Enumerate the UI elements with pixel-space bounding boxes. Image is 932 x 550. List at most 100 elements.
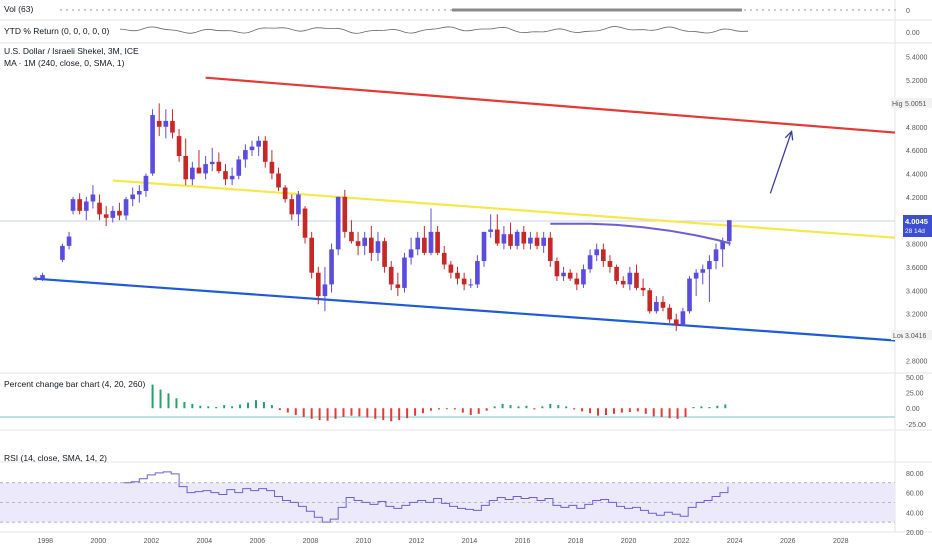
candles <box>33 103 732 332</box>
candle <box>223 164 228 186</box>
candle <box>395 272 401 297</box>
pct-bar <box>398 408 401 421</box>
candle <box>673 313 679 332</box>
candle-body <box>581 269 586 285</box>
price-pane: U.S. Dollar / Israeli Shekel, 3M, ICE MA… <box>0 46 896 342</box>
candle-body <box>501 234 507 244</box>
pct-bar <box>278 408 281 411</box>
candle <box>620 276 626 288</box>
candle-body <box>40 275 45 279</box>
pct-bar <box>557 405 560 409</box>
time-tick-label: 2020 <box>621 538 637 545</box>
candle <box>435 226 440 256</box>
pct-label: Percent change bar chart (4, 20, 260) <box>4 379 145 389</box>
candle-body <box>402 257 407 288</box>
candle <box>33 276 39 281</box>
candle <box>335 196 341 256</box>
candle <box>176 129 182 162</box>
pct-tick-label: 0.00 <box>906 406 920 413</box>
candle-body <box>700 269 706 273</box>
candle <box>494 214 500 246</box>
pct-bar <box>374 408 377 419</box>
candle <box>713 243 719 270</box>
pct-tick-label: 50.00 <box>906 375 924 382</box>
channel-lines <box>33 76 896 342</box>
candle <box>667 304 672 323</box>
candle <box>90 185 96 209</box>
blue-channel-line <box>33 277 896 342</box>
candle-body <box>687 278 692 312</box>
candle-body <box>190 167 195 180</box>
pct-bar <box>231 406 234 409</box>
candle-body <box>534 237 540 246</box>
pct-bar <box>533 408 536 410</box>
candle <box>276 167 281 191</box>
pct-bar <box>254 400 257 409</box>
pct-bar <box>350 408 353 416</box>
time-tick-label: 2028 <box>833 538 849 545</box>
candle <box>594 243 600 262</box>
candle <box>726 220 732 246</box>
price-tick-label: 5.4000 <box>906 55 928 62</box>
candle <box>707 255 712 302</box>
candle-body <box>123 199 129 216</box>
pct-bar <box>183 402 186 409</box>
pct-bar <box>310 408 313 419</box>
pct-tick-label: -25.00 <box>906 422 926 429</box>
time-tick-label: 2012 <box>409 538 425 545</box>
pct-bar <box>549 403 552 409</box>
vol-label: Vol (63) <box>4 4 33 14</box>
price-tick-label: 3.2000 <box>906 312 928 319</box>
candle <box>77 193 82 215</box>
candle <box>441 245 447 270</box>
candle <box>143 173 149 197</box>
candle <box>587 249 593 273</box>
candle <box>647 287 653 314</box>
candle <box>103 206 109 227</box>
pct-bar <box>207 406 210 409</box>
candle <box>209 147 215 172</box>
candle <box>66 231 72 250</box>
candle <box>302 206 308 244</box>
pct-bar <box>366 408 369 418</box>
pct-bar <box>422 408 425 414</box>
ma-legend: MA · 1M (240, close, 0, SMA, 1) <box>4 58 125 68</box>
pct-bar <box>461 408 464 413</box>
candle <box>229 167 235 186</box>
candle-body <box>461 278 467 285</box>
candle-body <box>435 231 440 253</box>
candle-body <box>422 237 427 253</box>
yellow-channel-line <box>112 179 896 239</box>
price-tick-label: 3.6000 <box>906 265 928 272</box>
pct-tick-label: 25.00 <box>906 391 924 398</box>
time-tick-label: 2000 <box>91 538 107 545</box>
pct-bar <box>453 408 456 410</box>
candle <box>514 229 520 250</box>
pct-bar <box>636 408 639 412</box>
candle-body <box>342 196 348 232</box>
candle <box>654 296 659 314</box>
last-price-badge <box>903 215 932 237</box>
candle <box>700 264 706 285</box>
candle <box>680 307 686 326</box>
candle-body <box>156 120 162 127</box>
candle <box>567 269 573 281</box>
price-tick-label: 4.6000 <box>906 148 928 155</box>
price-tick-label: 3.4000 <box>906 288 928 295</box>
symbol-title: U.S. Dollar / Israeli Shekel, 3M, ICE <box>4 46 139 56</box>
pct-bar <box>565 406 568 409</box>
candle-body <box>249 146 255 151</box>
ma-240-line <box>550 222 731 245</box>
pct-bar <box>358 408 361 417</box>
price-axis-tags: High 5.0051 4.0045 28 14d Low 3.0416 <box>891 98 932 340</box>
pct-bars <box>151 384 727 422</box>
candle-body <box>362 237 368 246</box>
candle-body <box>196 167 202 174</box>
pct-bar <box>445 408 448 410</box>
candle-body <box>428 231 434 253</box>
pct-bar <box>700 406 703 409</box>
candle <box>501 226 507 250</box>
candle <box>402 252 407 293</box>
rsi-tick-label: 20.00 <box>906 530 924 537</box>
candle-body <box>110 210 116 218</box>
